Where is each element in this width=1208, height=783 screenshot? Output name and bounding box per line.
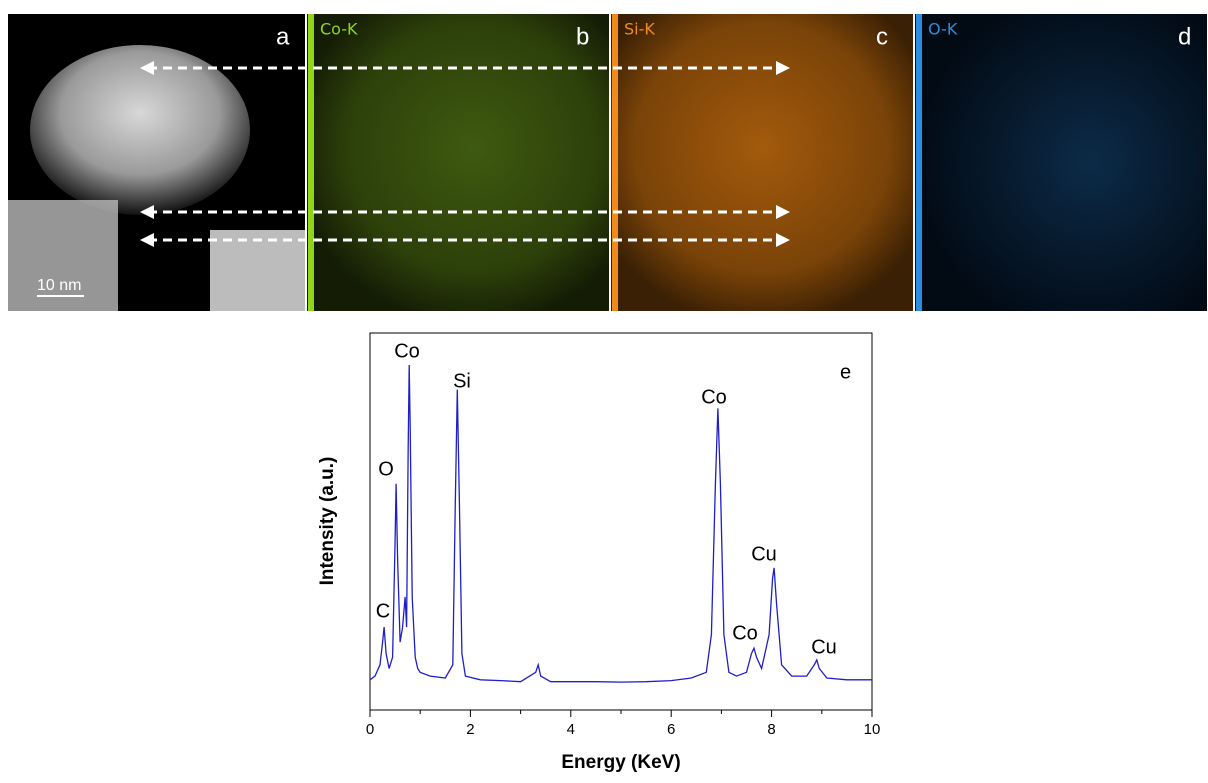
color-bar [916,14,922,311]
x-tick-label: 0 [366,721,374,738]
element-label: Co-K [320,20,358,39]
peak-label: Co [701,386,727,408]
image-c [611,14,913,311]
peak-label: Cu [811,636,837,658]
element-label: O-K [928,20,958,39]
panel-letter: b [576,23,589,50]
peak-label: C [376,600,390,622]
panel-letter: e [840,361,851,383]
image-a-region [210,230,305,311]
image-a-region [8,200,118,311]
color-bar [308,14,314,311]
color-bar [612,14,618,311]
image-a-particle [30,45,250,215]
arrow-heads [140,61,790,247]
x-tick-label: 10 [864,721,881,738]
peak-label: O [378,458,394,480]
x-tick-label: 6 [667,721,675,738]
x-tick-label: 4 [567,721,575,738]
scale-bar-label: 10 nm [37,277,81,294]
x-tick-label: 2 [466,721,474,738]
plot-frame [369,332,873,711]
y-axis-label: Intensity (a.u.) [317,457,338,586]
element-label: Si-K [624,20,655,39]
peak-label: Co [732,622,758,644]
peak-label: Co [394,340,420,362]
x-axis-label: Energy (KeV) [561,752,680,773]
image-b [307,14,609,311]
panel-letter: a [276,23,290,50]
arrows [148,66,782,242]
panel-letter: d [1178,23,1191,50]
peak-label: Cu [751,543,777,565]
x-tick-label: 8 [767,721,775,738]
peak-label: Si [453,370,471,392]
image-d [915,14,1207,311]
spectrum-line [369,364,872,683]
panel-letter: c [876,23,888,50]
